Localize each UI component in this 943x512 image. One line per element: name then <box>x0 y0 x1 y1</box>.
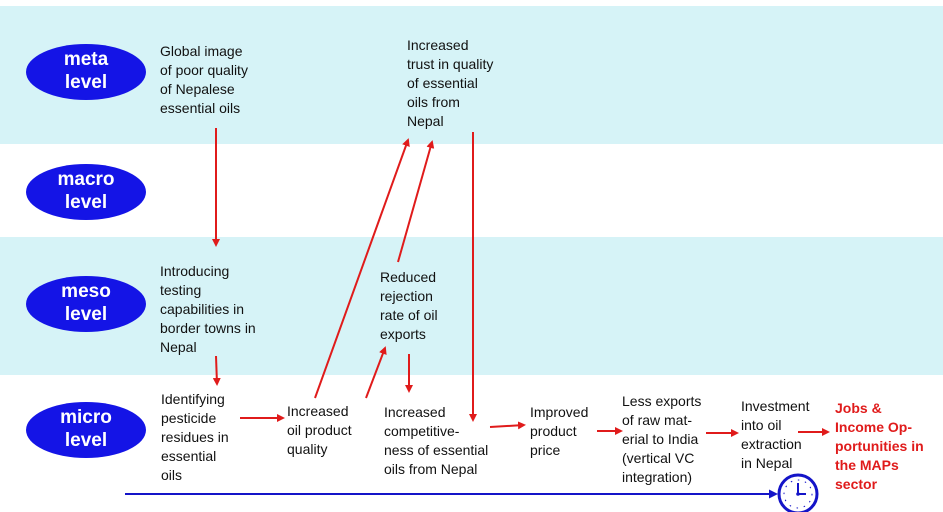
node-introducing-testing: Introducing testing capabilities in bord… <box>160 263 256 355</box>
meso-level-band <box>0 237 943 375</box>
node-improved-price: Improved product price <box>530 404 589 458</box>
node-reduced-rejection: Reduced rejection rate of oil exports <box>380 269 438 342</box>
node-identifying-pesticide: Identifying pesticide residues in essent… <box>161 391 229 483</box>
arrow-testing-to-identifying <box>212 355 221 386</box>
meta-level-band <box>0 6 943 144</box>
arrow-rejection-to-trust <box>397 140 435 263</box>
clock-icon <box>777 473 819 512</box>
node-increased-competitiveness: Increased competitive- ness of essential… <box>384 404 489 477</box>
node-increased-trust: Increased trust in quality of essential … <box>407 37 494 129</box>
macro-level-label: macro level <box>26 164 146 220</box>
node-increased-quality: Increased oil product quality <box>287 403 352 457</box>
arrow-quality-to-rejection <box>365 346 387 399</box>
node-investment: Investment into oil extraction in Nepal <box>741 398 810 471</box>
meta-level-label: meta level <box>26 44 146 100</box>
micro-level-label: micro level <box>26 402 146 458</box>
meso-level-label: meso level <box>26 276 146 332</box>
node-global-image: Global image of poor quality of Nepalese… <box>160 43 248 116</box>
node-jobs-income: Jobs & Income Op- portunities in the MAP… <box>835 400 924 492</box>
node-less-exports: Less exports of raw mat- erial to India … <box>622 393 702 485</box>
arrow-quality-to-trust <box>314 138 410 399</box>
arrow-competitiveness-to-price <box>489 421 526 430</box>
